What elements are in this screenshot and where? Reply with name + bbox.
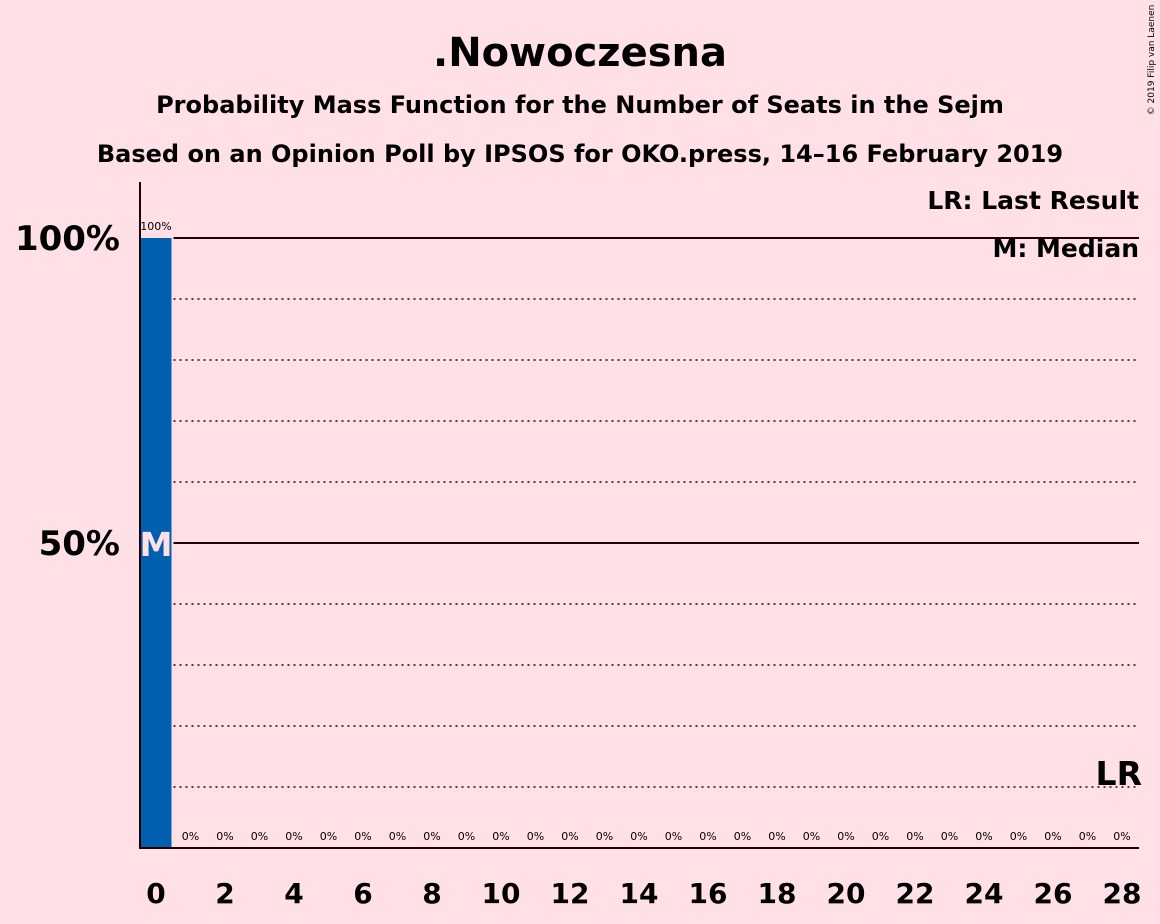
x-tick-label: 8: [422, 877, 441, 910]
chart-subtitle: Probability Mass Function for the Number…: [156, 91, 1004, 119]
bar-value-label: 0%: [630, 830, 647, 843]
x-tick-label: 10: [482, 877, 521, 910]
bar-value-label: 0%: [354, 830, 371, 843]
bar-value-label: 0%: [251, 830, 268, 843]
y-tick-label: 100%: [15, 219, 120, 259]
legend-last-result: LR: Last Result: [927, 186, 1139, 215]
bar-value-label: 0%: [768, 830, 785, 843]
gridlines: [173, 237, 1139, 788]
x-tick-label: 24: [965, 877, 1004, 910]
bar-value-label: 0%: [665, 830, 682, 843]
bar-value-label: 0%: [561, 830, 578, 843]
bar-value-label: 0%: [596, 830, 613, 843]
median-marker: M: [140, 525, 173, 564]
bar-value-label: 0%: [458, 830, 475, 843]
bar-value-label: 0%: [285, 830, 302, 843]
bar-value-label: 100%: [140, 220, 171, 233]
x-tick-label: 26: [1034, 877, 1073, 910]
bar-value-label: 0%: [1010, 830, 1027, 843]
bar-value-label: 0%: [734, 830, 751, 843]
copyright-notice: © 2019 Filip van Laenen: [1147, 5, 1157, 116]
bar-value-label: 0%: [182, 830, 199, 843]
bar-value-label: 0%: [941, 830, 958, 843]
last-result-marker: LR: [1096, 754, 1142, 793]
axes: [139, 182, 1139, 849]
bar-value-label: 0%: [1044, 830, 1061, 843]
bar-value-label: 0%: [699, 830, 716, 843]
x-tick-label: 22: [896, 877, 935, 910]
bar-value-label: 0%: [527, 830, 544, 843]
bar-value-label: 0%: [975, 830, 992, 843]
x-tick-label: 4: [284, 877, 303, 910]
bar: [140, 238, 172, 848]
bar-value-label: 0%: [216, 830, 233, 843]
bar-value-label: 0%: [872, 830, 889, 843]
bars: 100% 0% 0% 0% 0% 0% 0% 0% 0% 0% 0% 0% 0% 0% 0% 0% 0% 0% 0%…: [140, 220, 1142, 848]
bar-value-label: 0%: [803, 830, 820, 843]
x-tick-label: 12: [551, 877, 590, 910]
bar-value-label: 0%: [389, 830, 406, 843]
x-tick-label: 0: [146, 877, 165, 910]
bar-value-label: 0%: [906, 830, 923, 843]
x-tick-label: 14: [620, 877, 659, 910]
y-tick-label: 50%: [39, 524, 120, 564]
tick-labels: 50%100%0 2 4 6 8 10 12 14 16 18 20 22 24 26 28: [15, 219, 1142, 910]
x-tick-label: 6: [353, 877, 372, 910]
bar-value-label: 0%: [492, 830, 509, 843]
bar-value-label: 0%: [1113, 830, 1130, 843]
bar-value-label: 0%: [423, 830, 440, 843]
x-tick-label: 28: [1103, 877, 1142, 910]
bar-value-label: 0%: [320, 830, 337, 843]
x-tick-label: 18: [758, 877, 797, 910]
x-tick-label: 16: [689, 877, 728, 910]
x-tick-label: 2: [215, 877, 234, 910]
bar-value-label: 0%: [837, 830, 854, 843]
chart-subtitle-source: Based on an Opinion Poll by IPSOS for OK…: [97, 140, 1063, 168]
bar-value-label: 0%: [1079, 830, 1096, 843]
x-tick-label: 20: [827, 877, 866, 910]
chart-title: .Nowoczesna: [433, 30, 727, 76]
